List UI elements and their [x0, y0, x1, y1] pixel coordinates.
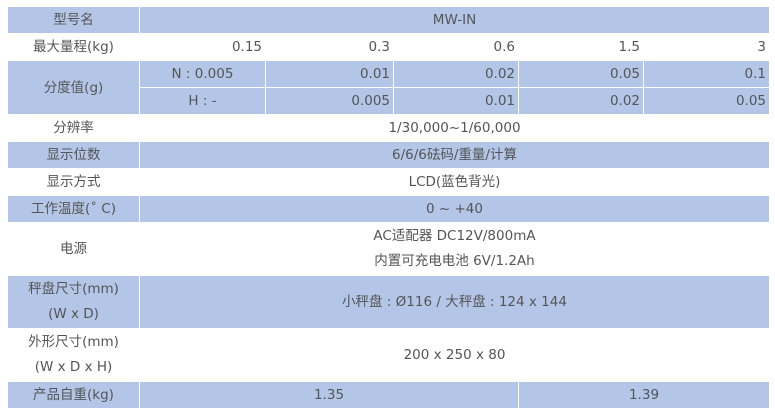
capacity-cell: 1.5 — [518, 33, 644, 61]
row-readability-n: 分度值(g) N : 0.005 0.01 0.02 0.05 0.1 — [7, 60, 771, 115]
value-resolution: 1/30,000~1/60,000 — [138, 114, 771, 142]
value-dimensions: 200 x 250 x 80 — [138, 328, 771, 382]
capacity-cell: 0.15 — [139, 33, 266, 61]
pan-size-label-line-1: 秤盘尺寸(mm) — [28, 281, 119, 297]
row-power: 电源 AC适配器 DC12V/800mA 内置可充电电池 6V/1.2Ah — [7, 222, 771, 276]
pan-size-label-line-2: (W x D) — [48, 306, 99, 322]
label-dimensions: 外形尺寸(mm) (W x D x H) — [7, 328, 140, 382]
row-readability-h: H : - 0.005 0.01 0.02 0.05 — [8, 87, 771, 115]
label-pan-size: 秤盘尺寸(mm) (W x D) — [7, 275, 140, 329]
label-display-type: 显示方式 — [7, 168, 140, 196]
label-display-digits: 显示位数 — [7, 141, 140, 169]
row-model: 型号名 MW-IN — [7, 6, 771, 34]
capacity-cell: 3 — [642, 33, 771, 61]
label-model: 型号名 — [7, 6, 140, 34]
row-pan-size: 秤盘尺寸(mm) (W x D) 小秤盘 : Ø116 / 大秤盘 : 124 … — [7, 275, 771, 329]
weight-cell: 1.35 — [139, 381, 519, 409]
readability-n-cell: 0.05 — [518, 60, 644, 88]
value-pan-size: 小秤盘 : Ø116 / 大秤盘 : 124 x 144 — [138, 275, 771, 329]
row-display-type: 显示方式 LCD(蓝色背光) — [7, 168, 771, 196]
row-weight: 产品自重(kg) 1.35 1.39 — [7, 381, 771, 409]
row-dimensions: 外形尺寸(mm) (W x D x H) 200 x 250 x 80 — [7, 328, 771, 382]
row-temperature: 工作温度(˚ C) 0 ~ +40 — [7, 195, 771, 223]
readability-n-cell: 0.01 — [265, 60, 394, 88]
readability-h-cell: 0.05 — [642, 87, 771, 115]
readability-n-cell: 0.02 — [393, 60, 519, 88]
readability-n-cell: N : 0.005 — [139, 60, 266, 88]
label-weight: 产品自重(kg) — [7, 381, 140, 409]
value-model: MW-IN — [138, 6, 771, 34]
dimensions-label-line-2: (W x D x H) — [34, 359, 113, 375]
readability-h-cell: 0.01 — [393, 87, 519, 115]
row-display-digits: 显示位数 6/6/6砝码/重量/计算 — [7, 141, 771, 169]
dimensions-label-line-1: 外形尺寸(mm) — [28, 334, 119, 350]
label-temperature: 工作温度(˚ C) — [7, 195, 140, 223]
power-line-1: AC适配器 DC12V/800mA — [373, 228, 536, 244]
label-power: 电源 — [7, 222, 140, 276]
readability-h-cell: 0.005 — [265, 87, 394, 115]
capacity-cell: 0.3 — [265, 33, 394, 61]
power-line-2: 内置可充电电池 6V/1.2Ah — [374, 253, 535, 269]
readability-h-cell: 0.02 — [518, 87, 644, 115]
weight-cell: 1.39 — [517, 381, 771, 409]
label-capacity: 最大量程(kg) — [7, 33, 140, 61]
value-display-digits: 6/6/6砝码/重量/计算 — [138, 141, 771, 169]
readability-n-cell: 0.1 — [642, 60, 771, 88]
value-display-type: LCD(蓝色背光) — [138, 168, 771, 196]
spec-table: 型号名 MW-IN 最大量程(kg) 0.15 0.3 0.6 1.5 3 分度… — [7, 6, 771, 409]
label-resolution: 分辨率 — [7, 114, 140, 142]
row-resolution: 分辨率 1/30,000~1/60,000 — [7, 114, 771, 142]
row-capacity: 最大量程(kg) 0.15 0.3 0.6 1.5 3 — [7, 33, 771, 61]
label-readability: 分度值(g) — [7, 60, 140, 115]
readability-h-cell: H : - — [139, 87, 266, 115]
value-temperature: 0 ~ +40 — [138, 195, 771, 223]
value-power: AC适配器 DC12V/800mA 内置可充电电池 6V/1.2Ah — [138, 222, 771, 276]
capacity-cell: 0.6 — [393, 33, 519, 61]
